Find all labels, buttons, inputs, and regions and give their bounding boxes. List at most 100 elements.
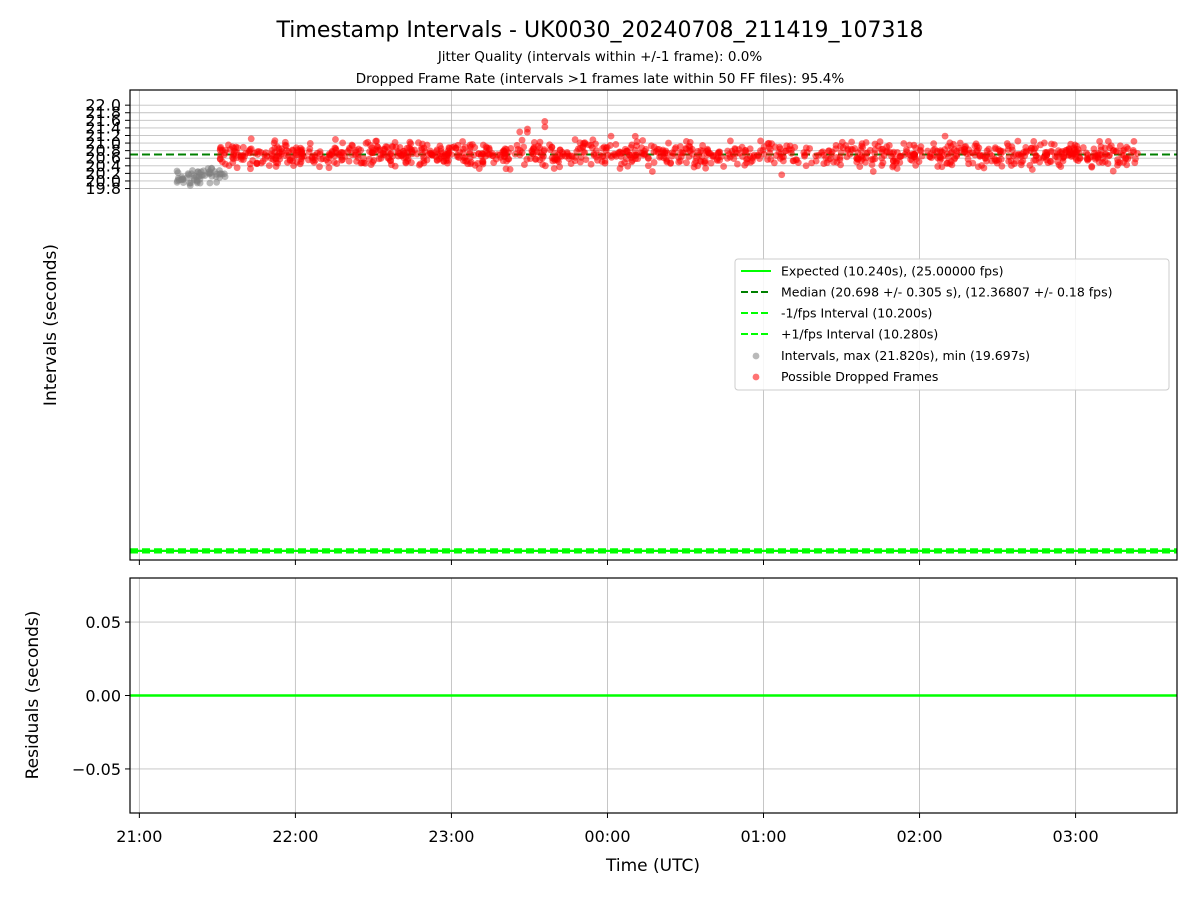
residuals-y-axis-label: Residuals (seconds): [23, 611, 43, 780]
dropped-frame-point: [239, 156, 247, 164]
dropped-frame-point: [969, 149, 976, 157]
dropped-frame-point: [767, 155, 775, 163]
dropped-frame-point: [869, 168, 877, 175]
dropped-frame-point: [995, 156, 1003, 164]
dropped-frame-point: [1071, 150, 1078, 158]
dropped-frame-point: [345, 157, 353, 165]
intervals-y-tick-label: 20.6: [85, 149, 121, 168]
dropped-frame-point: [286, 156, 294, 164]
dropped-frame-point: [388, 143, 396, 150]
dropped-frame-point: [516, 147, 524, 154]
dropped-frame-point: [1112, 148, 1120, 155]
dropped-frame-point: [915, 158, 923, 165]
dropped-frame-point: [862, 139, 870, 146]
residuals-y-tick-label: 0.05: [85, 613, 121, 632]
dropped-frame-point: [502, 165, 510, 173]
dropped-frame-point: [776, 143, 783, 151]
dropped-frame-point: [697, 147, 705, 154]
dropped-frame-point: [485, 151, 492, 158]
interval-point: [173, 167, 181, 175]
dropped-frame-point: [455, 154, 463, 161]
dropped-frame-point: [694, 162, 702, 170]
dropped-frame-point: [1120, 146, 1128, 154]
legend: Expected (10.240s), (25.00000 fps) Media…: [734, 258, 1170, 391]
legend-label-dropped: Possible Dropped Frames: [781, 369, 938, 384]
dropped-frame-point: [573, 148, 581, 155]
dropped-frame-point: [741, 161, 749, 169]
interval-point: [218, 170, 226, 178]
dropped-frame-point: [261, 155, 269, 162]
dropped-frame-point: [971, 142, 979, 150]
intervals-y-tick-label: 19.8: [85, 179, 121, 198]
chart-subtitle-jitter: Jitter Quality (intervals within +/-1 fr…: [437, 49, 763, 65]
dropped-frame-point: [783, 142, 791, 150]
interval-point: [184, 170, 192, 178]
dropped-frame-point: [339, 139, 347, 147]
dropped-frame-point: [858, 142, 865, 150]
dropped-frame-point: [1130, 137, 1138, 145]
dropped-frame-point: [612, 152, 620, 160]
dropped-frame-point: [1074, 157, 1082, 165]
dropped-frame-point: [518, 136, 526, 144]
dropped-frame-point: [511, 150, 519, 158]
dropped-frame-point: [291, 152, 299, 159]
x-tick-label: 02:00: [896, 827, 942, 846]
dropped-frame-point: [900, 140, 908, 147]
chart-title: Timestamp Intervals - UK0030_20240708_21…: [276, 18, 924, 43]
dropped-frame-point: [837, 161, 844, 169]
dropped-frame-point: [1008, 146, 1016, 154]
dropped-frame-point: [471, 143, 479, 151]
dropped-frame-point: [328, 148, 336, 156]
dropped-frame-point: [917, 147, 925, 155]
dropped-frame-point: [271, 137, 279, 145]
dropped-frame-point: [1030, 138, 1038, 145]
dropped-frame-point: [541, 162, 549, 170]
dropped-frame-point: [746, 145, 754, 153]
dropped-frame-point: [1040, 139, 1048, 147]
dropped-frame-point: [1091, 155, 1099, 163]
dropped-frame-point: [516, 128, 524, 136]
dropped-frame-point: [950, 146, 958, 154]
legend-swatch-dropped: [752, 373, 760, 381]
interval-points: [173, 118, 1141, 189]
dropped-frame-point: [551, 149, 558, 157]
dropped-frame-point: [556, 163, 564, 171]
dropped-frame-point: [724, 147, 732, 155]
dropped-frame-point: [541, 123, 549, 131]
dropped-frame-point: [906, 141, 913, 149]
dropped-frame-point: [396, 150, 403, 157]
dropped-frame-point: [1122, 155, 1130, 163]
interval-point: [208, 165, 216, 172]
chart-subtitle-dropped: Dropped Frame Rate (intervals >1 frames …: [356, 71, 845, 87]
intervals-y-tick-label: 20.8: [85, 141, 121, 160]
dropped-frame-point: [934, 154, 941, 162]
dropped-frame-point: [938, 163, 946, 171]
dropped-frame-point: [677, 157, 684, 165]
dropped-frame-point: [541, 118, 549, 125]
dropped-frame-point: [550, 165, 558, 172]
dropped-frame-point: [1102, 150, 1110, 158]
dropped-frame-point: [631, 132, 639, 140]
dropped-frame-point: [686, 143, 694, 151]
dropped-frame-point: [1050, 141, 1058, 149]
dropped-frame-point: [871, 150, 879, 158]
dropped-frame-point: [1019, 157, 1027, 165]
dropped-frame-point: [265, 162, 273, 170]
dropped-frame-point: [338, 149, 346, 156]
dropped-frame-point: [293, 158, 301, 166]
dropped-frame-point: [494, 151, 501, 159]
dropped-frame-point: [650, 159, 658, 166]
dropped-frame-point: [944, 154, 952, 162]
dropped-frame-point: [908, 150, 916, 158]
intervals-x-ticks: [138, 560, 1077, 565]
dropped-frame-point: [1116, 159, 1124, 166]
dropped-frame-point: [1097, 146, 1105, 154]
dropped-frame-point: [983, 151, 990, 159]
dropped-frame-point: [912, 144, 919, 152]
intervals-y-tick-label: 22.0: [85, 96, 121, 115]
dropped-frame-point: [832, 142, 840, 149]
dropped-frame-point: [590, 150, 598, 158]
dropped-frame-point: [247, 135, 255, 143]
dropped-frame-point: [648, 168, 656, 175]
dropped-frame-point: [558, 152, 566, 160]
